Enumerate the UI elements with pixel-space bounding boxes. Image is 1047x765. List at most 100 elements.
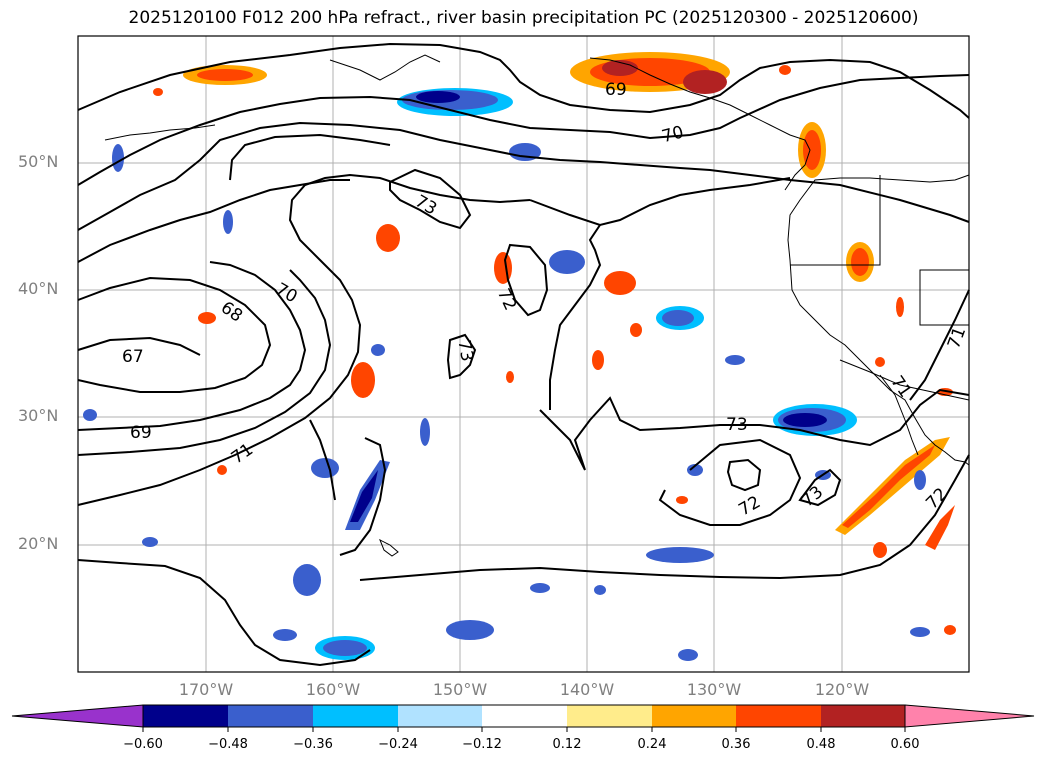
lon-label-130w: 130°W — [686, 680, 742, 699]
neg-blob — [323, 640, 367, 656]
pos-blob — [376, 224, 400, 252]
colorbar-tick-label: −0.24 — [378, 737, 418, 752]
lon-label-170w: 170°W — [178, 680, 234, 699]
contour-label-73: 73 — [726, 415, 748, 435]
neg-blob — [223, 210, 233, 234]
colorbar-tick-label: −0.36 — [293, 737, 333, 752]
colorbar-bin — [567, 705, 652, 727]
contour-line — [77, 559, 371, 667]
neg-blob — [311, 458, 339, 478]
colorbar-bin — [821, 705, 905, 727]
contour-line — [503, 243, 549, 317]
contour-line — [658, 438, 802, 526]
colorbar — [11, 704, 1035, 732]
colorbar-tick-label: 0.60 — [890, 737, 920, 752]
colorbar-tick-label: −0.60 — [123, 737, 163, 752]
colorbar-bin — [228, 705, 313, 727]
colorbar-outline — [142, 704, 906, 728]
contour-line — [77, 261, 307, 431]
colorbar-bin — [143, 705, 228, 727]
us-state-border-2 — [790, 175, 881, 266]
contour-line — [77, 276, 272, 393]
colorbar-tick-label: −0.12 — [462, 737, 502, 752]
neg-blob — [112, 144, 124, 172]
neg-blob — [910, 627, 930, 637]
pos-blob — [944, 625, 956, 635]
contour-lines — [77, 42, 970, 667]
pos-blob — [217, 465, 227, 475]
pos-blob — [153, 88, 163, 96]
neg-blob — [416, 91, 460, 103]
contour-line — [77, 336, 201, 356]
colorbar-ticks — [142, 727, 906, 732]
colorbar-tick-label: 0.48 — [806, 737, 836, 752]
baja-california-coast — [879, 374, 919, 456]
map-frame — [77, 35, 970, 673]
colorbar-tick-label: 0.12 — [552, 737, 582, 752]
chart-title: 2025120100 F012 200 hPa refract., river … — [128, 8, 919, 28]
pos-blob — [925, 505, 955, 550]
pos-blob — [198, 312, 216, 324]
contour-line — [798, 468, 842, 507]
contour-label-67: 67 — [122, 347, 144, 367]
lon-label-150w: 150°W — [432, 680, 488, 699]
neg-blob — [420, 418, 430, 446]
colorbar-tick-label: 0.24 — [637, 737, 667, 752]
colorbar-tick-label: 0.36 — [721, 737, 751, 752]
hawaii-islands — [379, 538, 399, 557]
canada-coast — [589, 57, 811, 191]
neg-blob — [530, 583, 550, 593]
contour-line — [77, 121, 970, 231]
pos-blob — [851, 248, 869, 276]
lon-label-140w: 140°W — [559, 680, 615, 699]
neg-blob — [725, 355, 745, 365]
neg-blob — [594, 585, 606, 595]
pos-blob — [676, 496, 688, 504]
lat-label-20n: 20°N — [18, 534, 59, 553]
contour-line — [529, 177, 791, 227]
colorbar-bin — [482, 705, 567, 727]
pos-blob — [604, 271, 636, 295]
contour-line — [389, 168, 472, 230]
contour-line — [359, 454, 970, 581]
lon-label-120w: 120°W — [814, 680, 870, 699]
aleutian-islands — [104, 124, 216, 141]
pos-blob — [873, 542, 887, 558]
pos-blob — [803, 130, 821, 170]
contour-label-69: 69 — [605, 80, 627, 100]
neg-blob — [142, 537, 158, 547]
pos-blob — [494, 252, 512, 284]
contour-line — [909, 289, 970, 401]
lat-label-40n: 40°N — [18, 279, 59, 298]
pos-blob — [197, 69, 253, 81]
north-america-coast — [787, 174, 970, 466]
contour-label-69: 69 — [130, 423, 152, 443]
neg-blob — [678, 649, 698, 661]
colorbar-bin — [652, 705, 736, 727]
neg-blob — [783, 413, 827, 427]
coastlines — [104, 54, 970, 557]
pos-blob — [592, 350, 604, 370]
contour-line — [77, 269, 332, 456]
contour-line — [77, 173, 531, 506]
colorbar-extend-min — [11, 704, 144, 728]
contour-line — [77, 42, 970, 119]
contour-line — [229, 133, 391, 181]
neg-blob — [350, 470, 378, 522]
neg-blob — [273, 629, 297, 641]
lat-label-30n: 30°N — [18, 406, 59, 425]
pos-blob — [683, 70, 727, 94]
lat-label-50n: 50°N — [18, 152, 59, 171]
contour-line — [726, 458, 762, 492]
pos-blob — [602, 60, 638, 76]
pos-blob — [842, 445, 935, 528]
neg-blob — [293, 564, 321, 596]
negative-anomalies — [83, 88, 930, 661]
pos-blob — [351, 362, 375, 398]
colorbar-bin — [736, 705, 821, 727]
pos-blob — [875, 357, 885, 367]
alaska-coast — [329, 54, 441, 81]
pos-blob — [630, 323, 642, 337]
colorbar-tick-label: −0.48 — [208, 737, 248, 752]
